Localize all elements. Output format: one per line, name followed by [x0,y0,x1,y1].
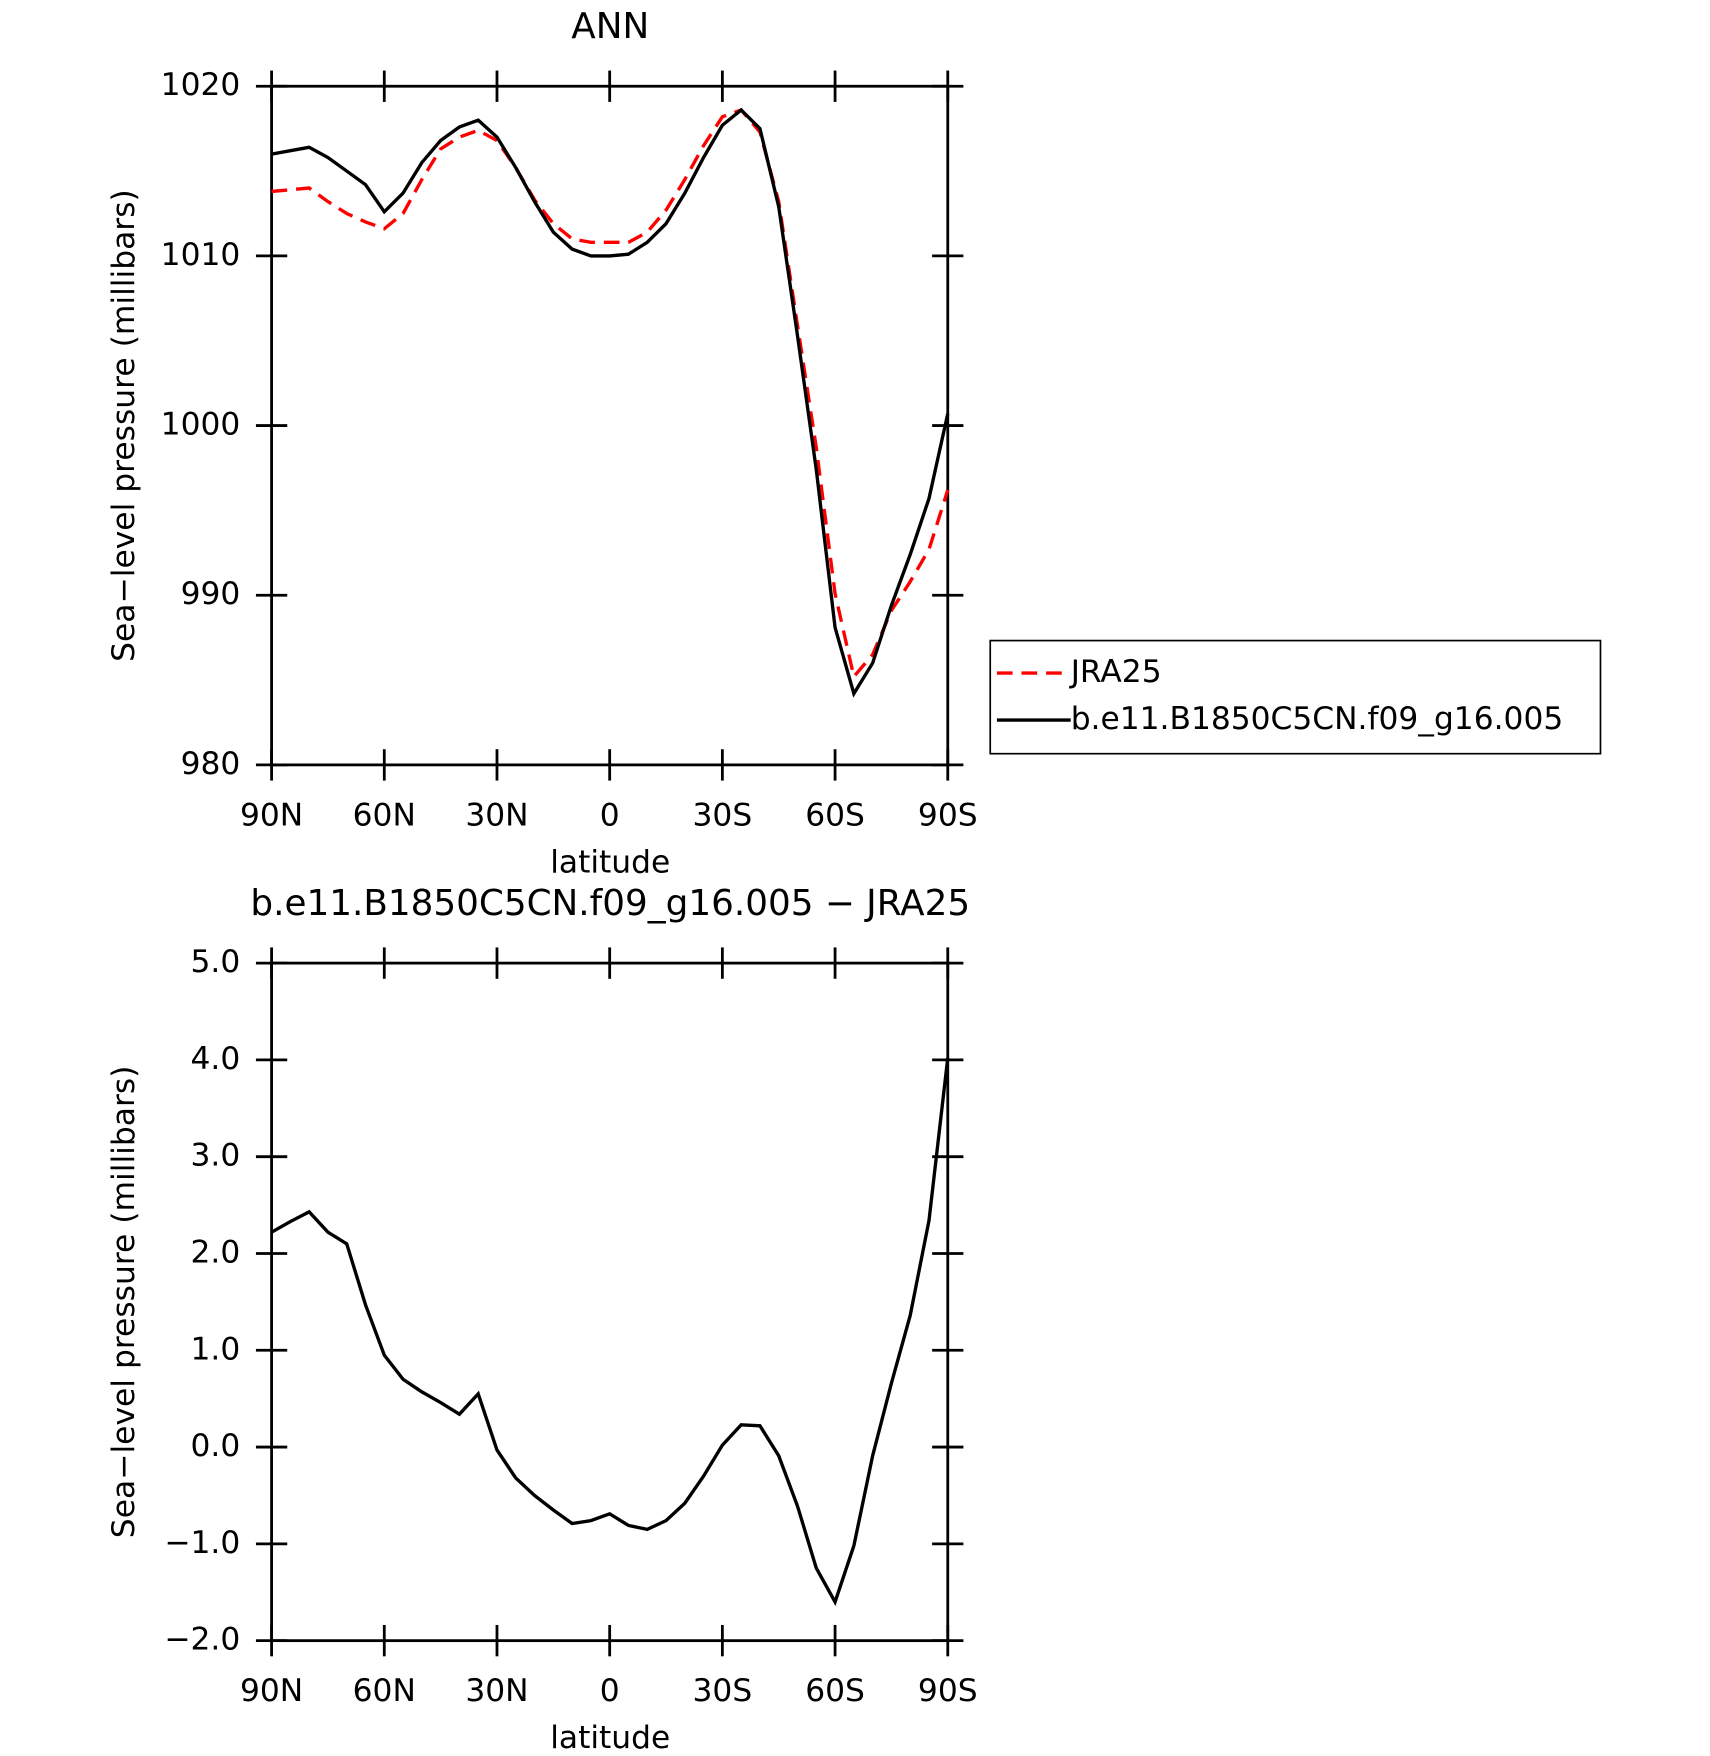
y-tick-label: 1010 [161,237,241,273]
y-tick-label: 1.0 [191,1331,241,1367]
y-tick-label: 980 [181,746,241,782]
data-line [270,1057,950,1607]
y-tick-label: 2.0 [191,1234,241,1270]
y-tick-label: 4.0 [191,1041,241,1077]
data-line [271,108,950,681]
y-axis-label: Sea−level pressure (millibars) [106,189,142,662]
chart-title: b.e11.B1850C5CN.f09_g16.005 − JRA25 [250,883,970,924]
legend-label: b.e11.B1850C5CN.f09_g16.005 [1071,701,1564,737]
x-tick-label: 0 [600,1673,620,1709]
legend-box [989,639,1602,755]
y-tick-label: −1.0 [164,1525,240,1561]
y-tick-label: 990 [181,576,241,612]
x-tick-label: 30N [465,797,528,833]
x-tick-label: 60N [353,797,416,833]
plot-frame [270,961,950,1643]
y-tick-label: 3.0 [191,1138,241,1174]
y-tick-label: 0.0 [191,1428,241,1464]
x-tick-label: 90S [918,1673,978,1709]
x-tick-label: 60N [353,1673,416,1709]
data-line [271,107,950,698]
y-tick-label: 1020 [161,67,241,103]
plot-frame [270,84,950,767]
x-axis-label: latitude [550,844,670,880]
x-tick-label: 90N [240,797,303,833]
x-tick-label: 0 [600,797,620,833]
y-tick-label: 5.0 [191,944,241,980]
chart-title: ANN [571,6,649,47]
y-tick-label: 1000 [161,407,241,443]
x-tick-label: 30S [693,1673,753,1709]
x-tick-label: 90N [240,1673,303,1709]
legend-label: JRA25 [1069,654,1162,690]
x-tick-label: 30N [465,1673,528,1709]
x-tick-label: 90S [918,797,978,833]
x-tick-label: 60S [805,797,865,833]
x-tick-label: 30S [693,797,753,833]
y-tick-label: −2.0 [164,1622,240,1658]
x-axis-label: latitude [550,1720,670,1756]
y-axis-label: Sea−level pressure (millibars) [106,1066,142,1539]
x-tick-label: 60S [805,1673,865,1709]
